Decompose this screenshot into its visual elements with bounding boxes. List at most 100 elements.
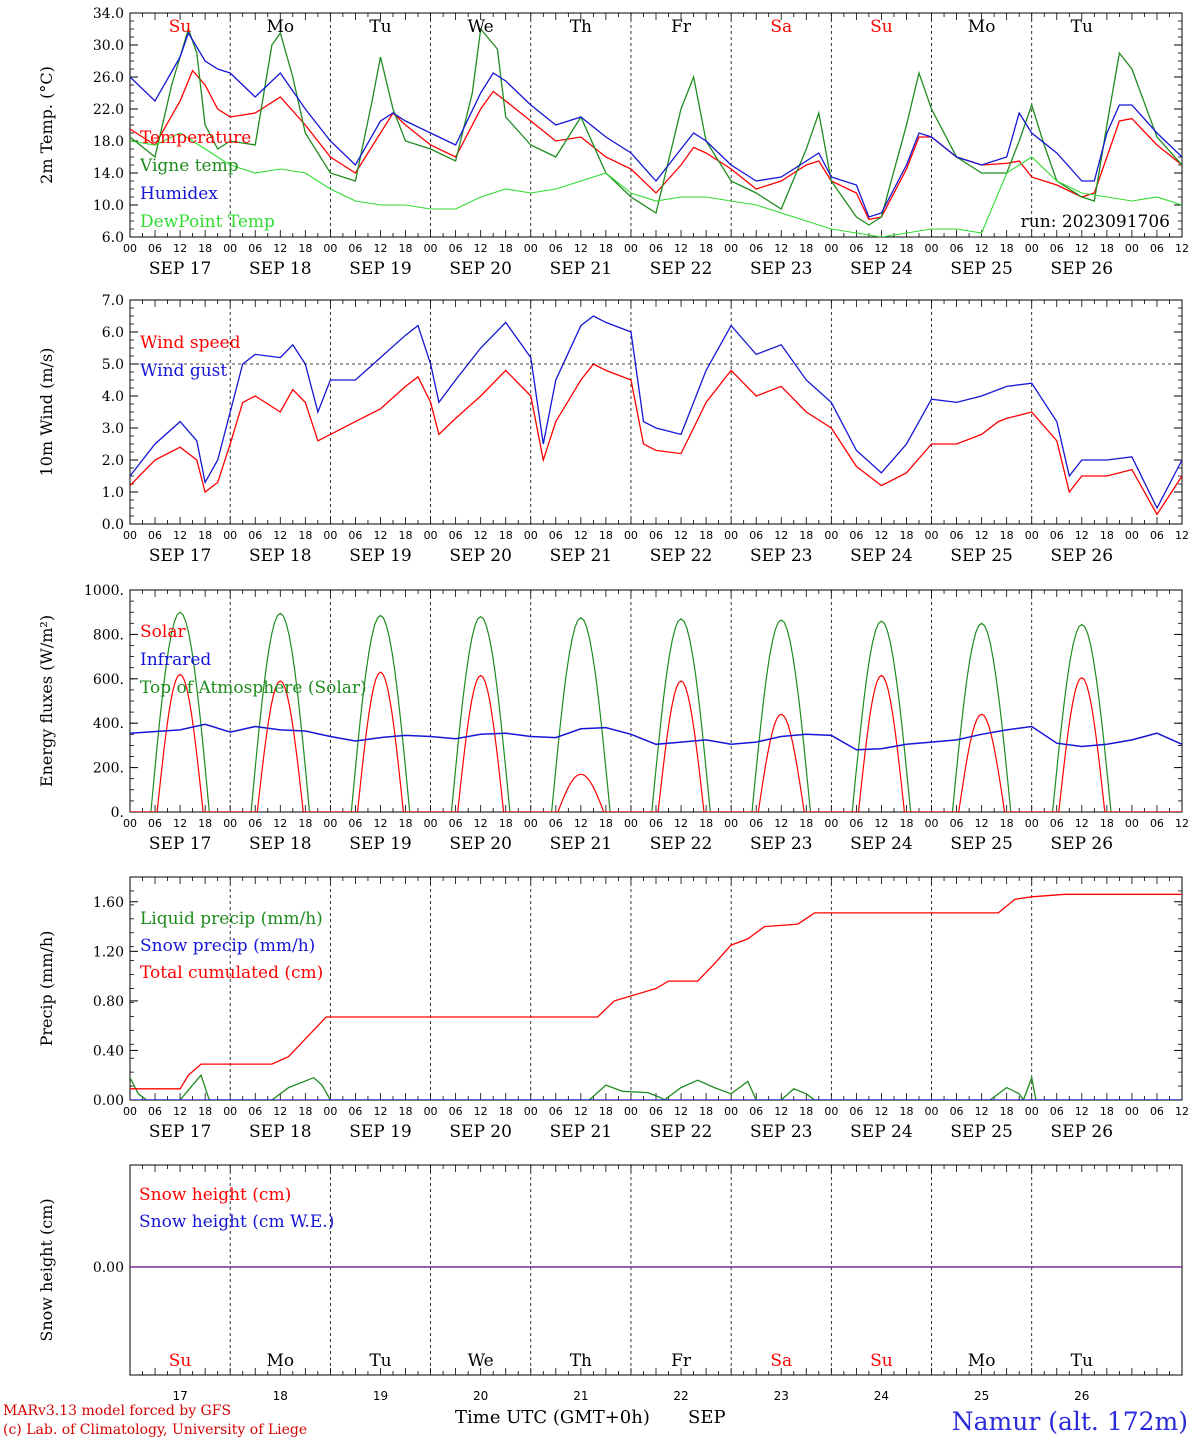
hour-label: 00: [424, 1105, 438, 1118]
hour-label: 12: [273, 529, 287, 542]
hour-label: 18: [499, 817, 513, 830]
y-tick-label: 0.80: [93, 994, 124, 1010]
date-label: SEP 21: [550, 1122, 613, 1142]
date-label: SEP 24: [850, 259, 913, 279]
y-tick-label: 5.0: [102, 357, 124, 373]
hour-label: 12: [774, 529, 788, 542]
date-label: SEP 24: [850, 546, 913, 566]
hour-label: 00: [724, 529, 738, 542]
y-tick-label: 10.0: [93, 198, 124, 214]
hour-label: 06: [449, 1105, 463, 1118]
y-tick-label: 200.: [93, 761, 124, 777]
hour-label: 12: [1175, 817, 1189, 830]
y-tick-label: 3.0: [102, 421, 124, 437]
hour-label: 18: [599, 242, 613, 255]
hour-label: 12: [1075, 817, 1089, 830]
hour-label: 06: [649, 529, 663, 542]
hour-label: 06: [549, 1105, 563, 1118]
hour-label: 06: [1150, 1105, 1164, 1118]
hour-label: 18: [599, 529, 613, 542]
hour-label: 12: [574, 1105, 588, 1118]
y-tick-label: 600.: [93, 672, 124, 688]
hour-label: 00: [925, 242, 939, 255]
hour-label: 18: [298, 529, 312, 542]
date-label: SEP 19: [349, 1122, 412, 1142]
hour-label: 12: [474, 817, 488, 830]
location-title: Namur (alt. 172m): [952, 1407, 1188, 1436]
y-tick-label: 6.0: [102, 230, 124, 246]
hour-label: 12: [975, 242, 989, 255]
series-humidex: [130, 31, 1182, 218]
y-tick-label: 1.0: [102, 485, 124, 501]
hour-label: 18: [1100, 1105, 1114, 1118]
weekday-label: Su: [870, 1351, 893, 1371]
hour-label: 06: [549, 242, 563, 255]
y-tick-label: 0.40: [93, 1043, 124, 1059]
hour-label: 12: [1175, 242, 1189, 255]
day-number-label: 25: [974, 1389, 989, 1403]
series-top-of-atmosphere: [130, 611, 1182, 812]
hour-label: 12: [975, 529, 989, 542]
hour-label: 00: [824, 242, 838, 255]
hour-label: 18: [198, 817, 212, 830]
hour-label: 12: [774, 242, 788, 255]
hour-label: 06: [849, 817, 863, 830]
hour-label: 00: [524, 817, 538, 830]
panel-4: 0.00 0.40 0.80 1.20 1.60 Precip (mm/h) 00 06 12 1…: [37, 876, 1189, 1142]
series-temperature: [130, 69, 1182, 221]
date-label: SEP 23: [750, 546, 813, 566]
hour-label: 18: [899, 817, 913, 830]
hour-label: 18: [799, 817, 813, 830]
hour-label: 06: [148, 1105, 162, 1118]
hour-label: 12: [674, 1105, 688, 1118]
hour-label: 12: [574, 242, 588, 255]
series-wind-speed: [130, 363, 1182, 516]
hour-label: 18: [1000, 1105, 1014, 1118]
hour-label: 12: [674, 242, 688, 255]
series-group: [130, 611, 1182, 812]
weekday-label: Su: [870, 17, 893, 37]
hour-label: 00: [323, 817, 337, 830]
weekday-label: Mo: [968, 17, 996, 37]
y-axis-label: Precip (mm/h): [37, 931, 56, 1047]
hour-label: 12: [1075, 1105, 1089, 1118]
hour-label: 00: [524, 529, 538, 542]
legend-entry: DewPoint Temp: [140, 212, 275, 232]
hour-label: 00: [925, 529, 939, 542]
y-tick-label: 0.0: [102, 517, 124, 533]
day-number-label: 24: [874, 1389, 889, 1403]
weekday-label: Mo: [266, 1351, 294, 1371]
hour-label: 18: [1100, 817, 1114, 830]
legend-entry: Vigne temp: [139, 156, 239, 176]
y-tick-label: 22.0: [93, 102, 124, 118]
weekday-label: We: [468, 1351, 494, 1371]
weekday-label: Sa: [770, 1351, 792, 1371]
y-tick-label: 1.20: [93, 944, 124, 960]
date-label: SEP 21: [550, 259, 613, 279]
hour-label: 00: [624, 817, 638, 830]
legend-entry: Wind speed: [140, 333, 241, 353]
hour-label: 06: [849, 1105, 863, 1118]
hour-label: 00: [123, 817, 137, 830]
hour-label: 12: [474, 529, 488, 542]
legend-entry: Snow precip (mm/h): [140, 936, 315, 956]
date-label: SEP 18: [249, 259, 312, 279]
day-number-label: 20: [473, 1389, 488, 1403]
lab-credit: (c) Lab. of Climatology, University of L…: [3, 1422, 307, 1438]
hour-label: 00: [424, 817, 438, 830]
hour-label: 12: [1175, 1105, 1189, 1118]
hour-label: 18: [1100, 242, 1114, 255]
day-number-label: 22: [673, 1389, 688, 1403]
hour-label: 00: [824, 529, 838, 542]
panel-2: 0.0 1.0 2.0 3.0 4.0 5.0 6.0 7.0 10m Wind (m/s) 00…: [37, 293, 1189, 566]
date-label: SEP 22: [650, 1122, 713, 1142]
y-tick-label: 18.0: [93, 134, 124, 150]
legend-entry: Snow height (cm): [139, 1185, 291, 1205]
hour-label: 06: [248, 817, 262, 830]
hour-label: 18: [699, 817, 713, 830]
legend-entry: Liquid precip (mm/h): [140, 909, 323, 929]
hour-label: 12: [674, 529, 688, 542]
panel-5: 0.00 Snow height (cm) Snow height (cm) Snow…: [37, 1164, 1183, 1403]
hour-label: 00: [624, 529, 638, 542]
